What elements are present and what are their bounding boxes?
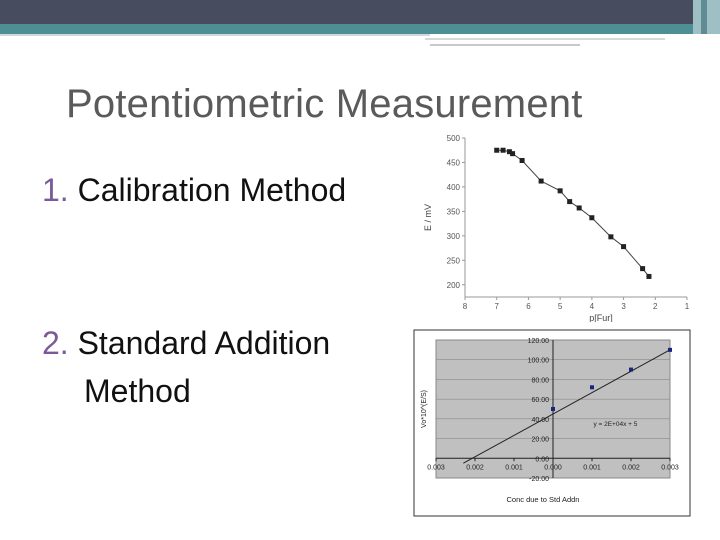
data-point <box>589 215 595 221</box>
x-tick-label: 0.002 <box>466 464 484 471</box>
y-tick-label: 60.00 <box>531 397 549 404</box>
y-tick-label: 20.00 <box>531 437 549 444</box>
y-tick-label: 0.00 <box>535 456 549 463</box>
trendline <box>463 349 671 464</box>
list-item-text: Calibration Method <box>77 172 347 208</box>
x-tick-label: 0.000 <box>544 464 562 471</box>
y-axis-label: E / mV <box>423 204 433 231</box>
list-item-number: 1. <box>42 172 69 208</box>
calibration-chart: 200 250 300 350 400 450 500 8 7 6 5 4 3 2 1 p[Fur] E / m… <box>423 134 690 322</box>
x-tick-label: 6 <box>526 302 531 311</box>
y-tick-label: 40.00 <box>531 417 549 424</box>
y-tick-label: 120.00 <box>528 338 550 345</box>
trendline-equation: y = 2E+04x + 5 <box>593 421 637 428</box>
y-tick-label: 350 <box>447 207 461 216</box>
data-point <box>500 147 506 153</box>
x-tick-label: 0.001 <box>505 464 523 471</box>
x-tick-label: 0.001 <box>583 464 601 471</box>
x-tick-label: 0.003 <box>661 464 679 471</box>
data-point <box>590 385 594 390</box>
x-tick-label: 1 <box>685 302 690 311</box>
y-tick-label: 80.00 <box>531 377 549 384</box>
data-point <box>510 151 516 157</box>
data-point <box>519 158 525 164</box>
top-bar <box>0 0 720 24</box>
data-point <box>557 188 563 194</box>
data-point <box>646 273 652 279</box>
series-line <box>496 149 650 277</box>
standard-addition-chart: -20.000.0020.0040.0060.0080.00100.00120.… <box>413 329 691 517</box>
list-item-text-continuation: Method <box>84 373 191 409</box>
data-point <box>668 347 672 352</box>
x-tick-label: 8 <box>463 302 468 311</box>
y-tick-label: 450 <box>447 158 461 167</box>
divider-line <box>425 38 665 40</box>
top-bar-accent <box>0 24 720 34</box>
x-tick-label: 0.003 <box>427 464 445 471</box>
x-tick-label: 7 <box>494 302 499 311</box>
x-tick-label: 5 <box>558 302 563 311</box>
data-point <box>567 199 573 205</box>
y-tick-label: -20.00 <box>529 476 549 483</box>
data-point <box>640 266 646 272</box>
y-tick-label: 100.00 <box>528 358 550 365</box>
x-tick-label: 4 <box>590 302 595 311</box>
list-item-text: Standard Addition <box>77 325 331 361</box>
data-point <box>538 178 544 184</box>
list-item-calibration: 1. Calibration Method <box>42 172 346 209</box>
list-item-standard-addition: 2. Standard Addition <box>42 325 330 362</box>
x-axis-label: Conc due to Std Addn <box>507 495 580 504</box>
data-point <box>576 205 582 211</box>
y-tick-label: 500 <box>447 134 461 143</box>
slide-title: Potentiometric Measurement <box>66 82 583 126</box>
y-tick-label: 300 <box>447 232 461 241</box>
y-tick-label: 200 <box>447 281 461 290</box>
y-axis-label: Vo*10^(E/S) <box>421 390 428 428</box>
divider-line <box>0 34 430 36</box>
data-point <box>629 367 633 372</box>
data-point <box>494 147 500 153</box>
x-tick-label: 3 <box>621 302 626 311</box>
y-tick-label: 250 <box>447 256 461 265</box>
y-tick-label: 400 <box>447 183 461 192</box>
divider-line <box>430 44 580 46</box>
top-bar-corner-block <box>693 0 720 34</box>
x-axis-label: p[Fur] <box>589 313 613 322</box>
data-point <box>506 149 512 155</box>
list-item-number: 2. <box>42 325 69 361</box>
data-point <box>608 234 614 240</box>
x-tick-label: 0.002 <box>622 464 640 471</box>
data-point <box>621 244 627 250</box>
data-point <box>551 407 555 411</box>
x-tick-label: 2 <box>653 302 658 311</box>
